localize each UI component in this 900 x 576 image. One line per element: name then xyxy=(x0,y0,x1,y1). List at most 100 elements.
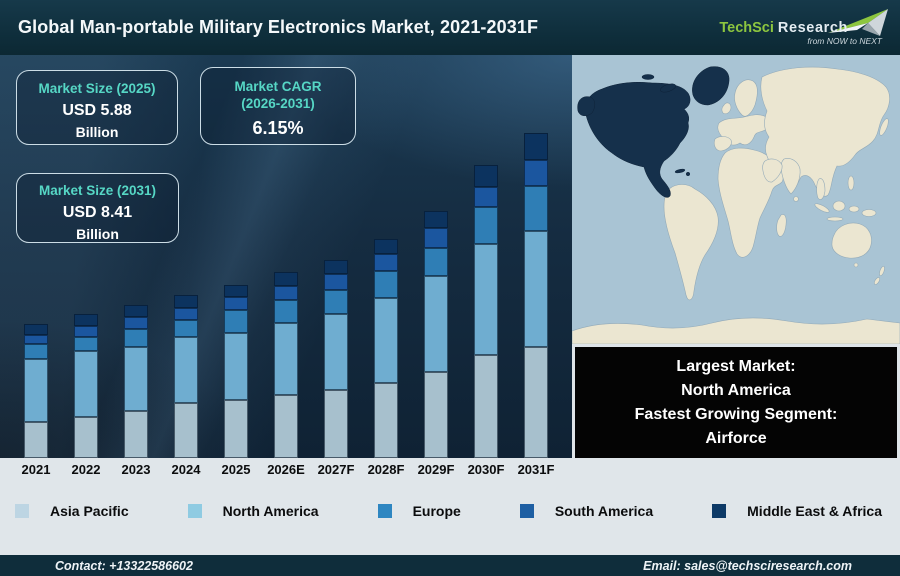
bar-segment-middle-east-africa xyxy=(324,260,348,274)
bar-segment-asia-pacific xyxy=(424,372,448,458)
bar-segment-europe xyxy=(424,248,448,276)
market-cagr-label-line1: Market CAGR xyxy=(234,79,322,94)
bar-segment-europe xyxy=(374,271,398,298)
x-axis-label-2023: 2023 xyxy=(121,462,151,477)
logo-brand-primary: TechSci xyxy=(719,20,774,36)
bar-segment-north-america xyxy=(324,314,348,390)
bar-segment-asia-pacific xyxy=(74,417,98,458)
bar-segment-north-america xyxy=(474,244,498,355)
bar-segment-middle-east-africa xyxy=(24,324,48,335)
bar-segment-south-america xyxy=(424,228,448,248)
bar-segment-north-america xyxy=(374,298,398,383)
market-size-2025-label: Market Size (2025) xyxy=(38,81,156,96)
bar-2027F xyxy=(324,260,348,458)
x-axis-label-2025: 2025 xyxy=(221,462,251,477)
bar-2029F xyxy=(424,211,448,458)
legend-label: South America xyxy=(554,503,654,519)
bar-2024 xyxy=(174,295,198,458)
bar-segment-europe xyxy=(324,290,348,314)
x-axis-label-2031F: 2031F xyxy=(517,462,555,477)
x-axis: 2021 2022 2023 2024 2025 2026E 2027F 2028F 2029F… xyxy=(0,458,572,480)
bars-container xyxy=(0,55,572,458)
legend-item-europe: Europe xyxy=(377,503,461,519)
bar-segment-middle-east-africa xyxy=(474,165,498,187)
logo-brand-secondary: Research xyxy=(777,20,848,36)
bar-segment-south-america xyxy=(24,335,48,344)
fastest-segment-value: Airforce xyxy=(705,430,767,447)
market-size-2025-unit: Billion xyxy=(75,124,119,140)
bar-segment-asia-pacific xyxy=(324,390,348,458)
bar-segment-north-america xyxy=(24,359,48,422)
market-cagr-label-line2: (2026-2031) xyxy=(241,96,315,111)
legend-chip xyxy=(187,504,202,518)
footer: Contact: +13322586602 Email: sales@techs… xyxy=(0,555,900,576)
legend-chip xyxy=(519,504,534,518)
logo-wordmark: TechSci Research xyxy=(719,20,848,36)
market-cagr-box: Market CAGR (2026-2031) 6.15% xyxy=(200,67,356,145)
bar-segment-north-america xyxy=(524,231,548,347)
bottom-strip: 2021 2022 2023 2024 2025 2026E 2027F 2028F 2029F… xyxy=(0,458,900,555)
bar-2021 xyxy=(24,324,48,458)
bar-segment-south-america xyxy=(174,308,198,320)
market-size-2031-value: USD 8.41 xyxy=(62,204,133,221)
bar-segment-north-america xyxy=(174,337,198,403)
legend-item-south-america: South America xyxy=(519,503,654,519)
page-title: Global Man-portable Military Electronics… xyxy=(18,17,539,37)
header: Global Man-portable Military Electronics… xyxy=(0,0,900,55)
annotation-wrap: Largest Market: North America Fastest Gr… xyxy=(572,344,900,462)
bar-segment-south-america xyxy=(124,317,148,329)
market-size-2031-unit: Billion xyxy=(76,226,119,242)
bar-2022 xyxy=(74,314,98,458)
bar-2023 xyxy=(124,305,148,458)
bar-segment-south-america xyxy=(324,274,348,290)
bar-segment-middle-east-africa xyxy=(524,133,548,160)
x-axis-label-2027F: 2027F xyxy=(317,462,355,477)
bar-2030F xyxy=(474,165,498,458)
bar-segment-asia-pacific xyxy=(374,383,398,458)
stacked-bar-chart: Market Size (2025) USD 5.88 Billion Mark… xyxy=(0,55,572,458)
bar-2031F xyxy=(524,133,548,458)
largest-market-box: Largest Market: North America Fastest Gr… xyxy=(575,347,897,458)
bar-2028F xyxy=(374,239,398,458)
contact-email: Email: sales@techsciresearch.com xyxy=(643,558,852,573)
bar-segment-north-america xyxy=(124,347,148,411)
chart-legend: Asia Pacific North America Europe South Ame… xyxy=(0,496,900,526)
market-size-2031-box: Market Size (2031) USD 8.41 Billion xyxy=(16,173,179,243)
bar-segment-south-america xyxy=(524,160,548,186)
market-size-2025-value: USD 5.88 xyxy=(62,102,132,119)
techsci-logo: TechSci Research from NOW to NEXT xyxy=(700,3,892,51)
bar-segment-asia-pacific xyxy=(224,400,248,458)
x-axis-label-2030F: 2030F xyxy=(467,462,505,477)
bar-segment-middle-east-africa xyxy=(224,285,248,297)
market-size-2025-box: Market Size (2025) USD 5.88 Billion xyxy=(16,70,178,145)
bar-segment-north-america xyxy=(224,333,248,400)
bar-segment-south-america xyxy=(274,286,298,300)
bar-segment-middle-east-africa xyxy=(174,295,198,308)
legend-chip xyxy=(377,504,392,518)
legend-label: Asia Pacific xyxy=(50,503,129,519)
bar-segment-north-america xyxy=(424,276,448,372)
largest-market-label: Largest Market: xyxy=(676,358,796,375)
legend-item-asia-pacific: Asia Pacific xyxy=(15,503,129,519)
legend-label: Middle East & Africa xyxy=(747,503,882,519)
x-axis-label-2022: 2022 xyxy=(71,462,101,477)
world-map xyxy=(571,55,900,345)
bar-segment-asia-pacific xyxy=(274,395,298,458)
x-axis-label-2028F: 2028F xyxy=(367,462,405,477)
x-axis-label-2029F: 2029F xyxy=(417,462,455,477)
bar-segment-europe xyxy=(474,207,498,244)
bar-2026E xyxy=(274,272,298,458)
bar-segment-south-america xyxy=(224,297,248,310)
legend-label: Europe xyxy=(412,503,461,519)
market-size-2031-label: Market Size (2031) xyxy=(38,183,157,198)
legend-item-north-america: North America xyxy=(187,503,319,519)
bar-segment-middle-east-africa xyxy=(424,211,448,228)
bar-segment-asia-pacific xyxy=(124,411,148,458)
bar-segment-asia-pacific xyxy=(524,347,548,458)
bar-segment-europe xyxy=(124,329,148,347)
logo-tagline: from NOW to NEXT xyxy=(807,36,882,46)
contact-phone: Contact: +13322586602 xyxy=(55,558,193,573)
bar-segment-north-america xyxy=(274,323,298,395)
bar-segment-south-america xyxy=(74,326,98,337)
